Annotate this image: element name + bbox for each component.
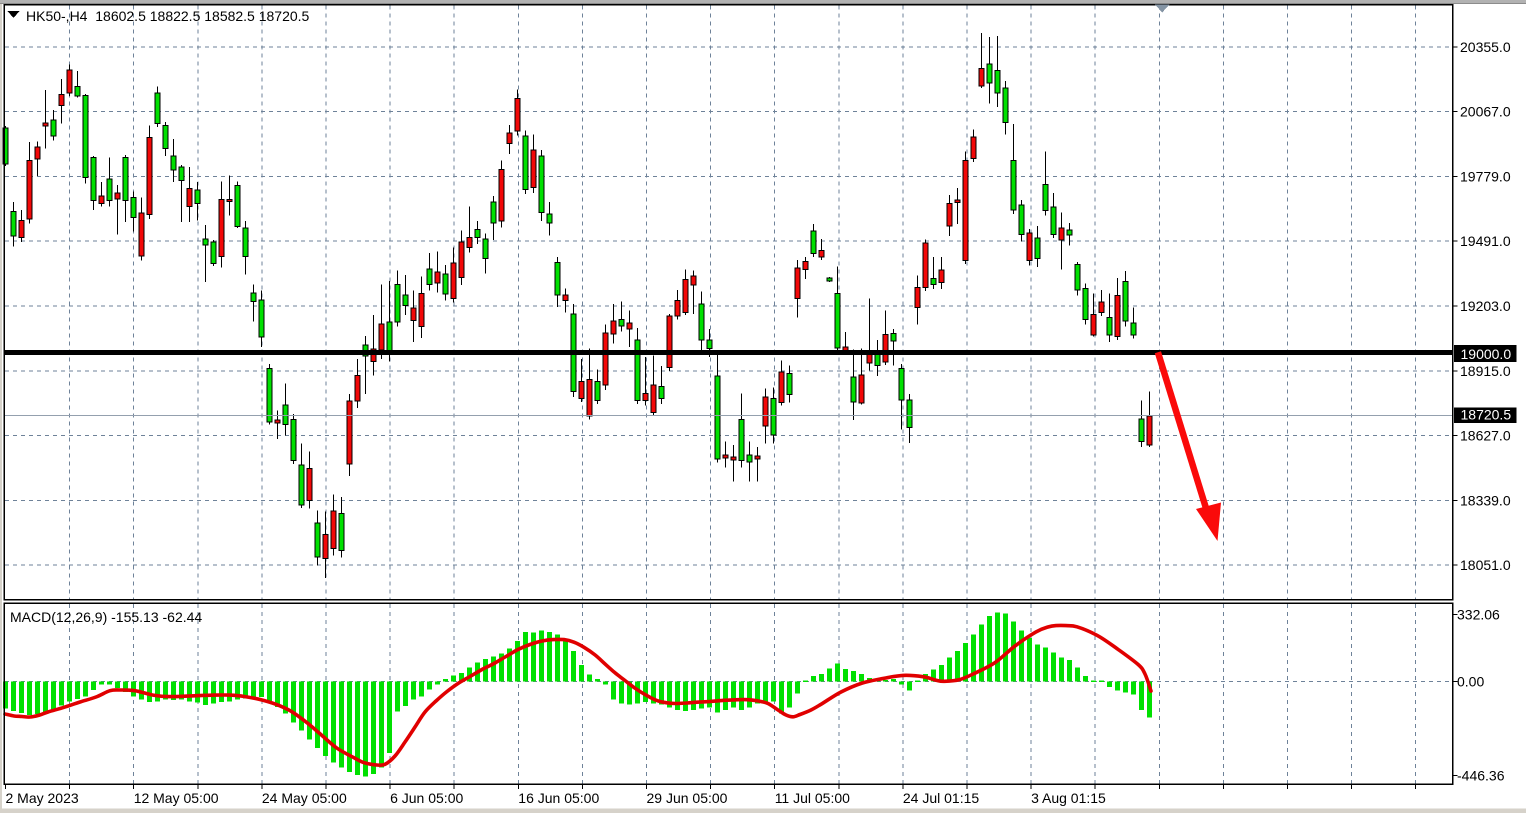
svg-text:18339.0: 18339.0 — [1460, 492, 1511, 508]
svg-text:3 Aug 01:15: 3 Aug 01:15 — [1031, 790, 1106, 806]
svg-text:20067.0: 20067.0 — [1460, 104, 1511, 120]
svg-text:19203.0: 19203.0 — [1460, 298, 1511, 314]
svg-text:MACD(12,26,9) -155.13 -62.44: MACD(12,26,9) -155.13 -62.44 — [10, 609, 202, 625]
svg-text:18627.0: 18627.0 — [1460, 428, 1511, 444]
svg-text:16 Jun 05:00: 16 Jun 05:00 — [518, 790, 599, 806]
svg-text:18051.0: 18051.0 — [1460, 557, 1511, 573]
svg-text:19779.0: 19779.0 — [1460, 168, 1511, 184]
svg-text:19000.0: 19000.0 — [1461, 346, 1512, 362]
svg-text:11 Jul 05:00: 11 Jul 05:00 — [775, 790, 850, 806]
svg-text:HK50-,H4 18602.5 18822.5 1858: HK50-,H4 18602.5 18822.5 18582.5 18720.5 — [26, 8, 310, 24]
svg-text:0.00: 0.00 — [1457, 673, 1484, 689]
svg-text:29 Jun 05:00: 29 Jun 05:00 — [647, 790, 728, 806]
svg-text:24 May 05:00: 24 May 05:00 — [262, 790, 347, 806]
svg-text:24 Jul 01:15: 24 Jul 01:15 — [903, 790, 979, 806]
svg-text:19491.0: 19491.0 — [1460, 233, 1511, 249]
svg-text:332.06: 332.06 — [1457, 606, 1500, 622]
svg-text:6 Jun 05:00: 6 Jun 05:00 — [390, 790, 463, 806]
svg-text:2 May 2023: 2 May 2023 — [6, 790, 79, 806]
svg-text:20355.0: 20355.0 — [1460, 39, 1511, 55]
svg-text:12 May 05:00: 12 May 05:00 — [134, 790, 219, 806]
svg-text:18915.0: 18915.0 — [1460, 363, 1511, 379]
svg-text:18720.5: 18720.5 — [1461, 407, 1512, 423]
svg-text:-446.36: -446.36 — [1457, 767, 1505, 783]
